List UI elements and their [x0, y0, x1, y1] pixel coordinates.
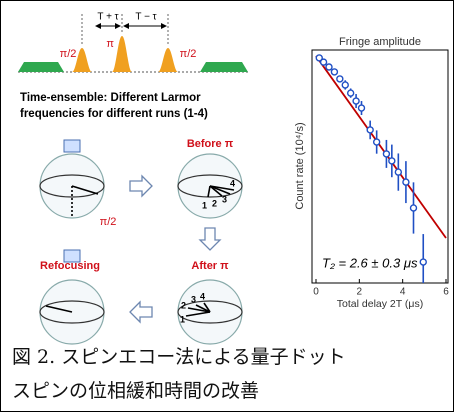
run-number: 4: [230, 178, 235, 188]
data-point: [420, 259, 426, 265]
data-point: [389, 158, 395, 164]
data-point: [342, 82, 348, 88]
run-number: 1: [180, 314, 185, 324]
run-number: 4: [200, 291, 205, 301]
data-point: [383, 151, 389, 157]
pulse-label: T + τ: [97, 12, 118, 23]
pulse-label: T − τ: [135, 12, 156, 23]
data-point: [367, 127, 373, 133]
y-axis-label: Count rate (10⁴/s): [294, 122, 306, 209]
pulse-name: π/2: [60, 48, 77, 60]
data-point: [326, 64, 332, 70]
pulse-name: π/2: [180, 48, 197, 60]
data-point: [353, 98, 359, 104]
sphere-label: π/2: [100, 216, 117, 228]
x-tick-label: 4: [400, 287, 406, 298]
data-point: [337, 76, 343, 82]
x-tick-label: 2: [357, 287, 363, 298]
sphere-label: Before π: [187, 138, 234, 150]
data-point: [395, 169, 401, 175]
data-point: [359, 105, 365, 111]
data-point: [321, 59, 327, 65]
run-number: 1: [202, 200, 207, 210]
run-number: 3: [222, 194, 227, 204]
x-axis-label: Total delay 2T (μs): [337, 298, 423, 310]
data-point: [374, 139, 380, 145]
heading: Time-ensemble: Different Larmor: [20, 92, 201, 104]
data-point: [348, 90, 354, 96]
run-number: 2: [181, 300, 186, 310]
data-point: [403, 179, 409, 185]
annotation: T₂ = 2.6 ± 0.3 μs: [322, 255, 418, 270]
data-point: [331, 69, 337, 75]
caption: 図 2. スピンエコー法による量子ドット: [12, 346, 346, 368]
caption: スピンの位相緩和時間の改善: [12, 380, 259, 402]
heading: frequencies for different runs (1-4): [20, 108, 208, 120]
pulse-name: π: [106, 38, 114, 50]
run-number: 3: [191, 294, 196, 304]
data-point: [411, 205, 417, 211]
sphere-label: After π: [191, 260, 229, 272]
figure: T + τ T − τ π/2 π π/2 Time-ensemble: Dif…: [0, 0, 454, 412]
run-number: 2: [212, 198, 217, 208]
x-tick-label: 0: [313, 287, 319, 298]
x-tick-label: 6: [443, 287, 449, 298]
sphere-label: Refocusing: [40, 260, 100, 272]
chart-title: Fringe amplitude: [339, 36, 421, 48]
